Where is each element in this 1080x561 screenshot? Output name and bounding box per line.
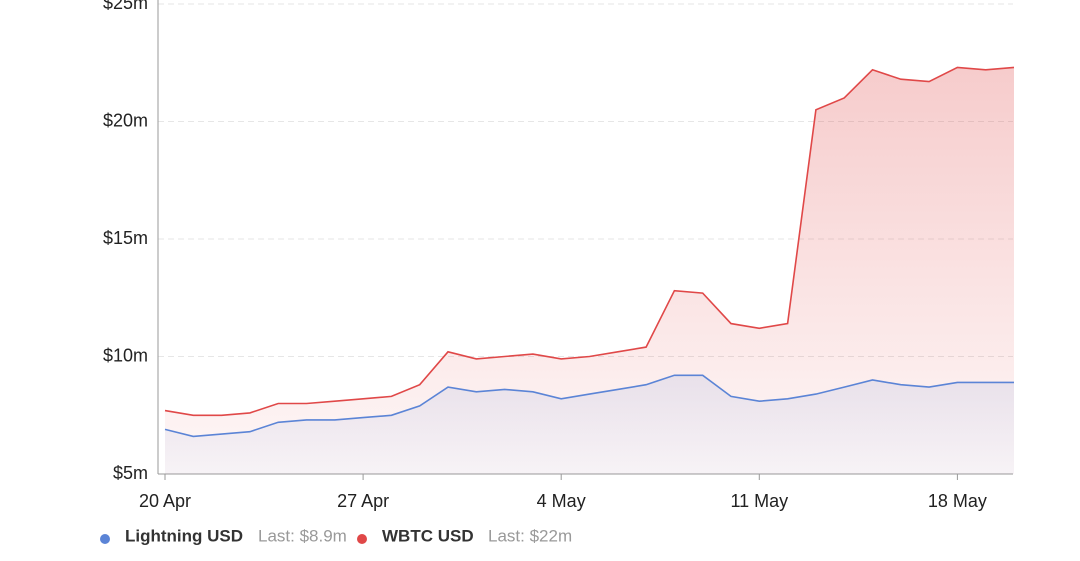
- legend-label: Lightning USD: [125, 526, 243, 545]
- x-tick-label: 20 Apr: [139, 491, 191, 511]
- y-tick-label: $20m: [103, 110, 148, 130]
- y-tick-label: $5m: [113, 463, 148, 483]
- legend-dot: [100, 534, 110, 544]
- legend-last: Last: $22m: [488, 526, 572, 545]
- legend-last: Last: $8.9m: [258, 526, 347, 545]
- y-tick-label: $25m: [103, 0, 148, 13]
- area-fill: [165, 375, 1014, 474]
- x-tick-label: 27 Apr: [337, 491, 389, 511]
- legend-dot: [357, 534, 367, 544]
- x-tick-label: 11 May: [730, 491, 788, 511]
- series-line: [164, 66, 1015, 417]
- y-tick-label: $10m: [103, 345, 148, 365]
- legend-label: WBTC USD: [382, 526, 474, 545]
- series-line: [164, 374, 1014, 438]
- y-tick-label: $15m: [103, 228, 148, 248]
- x-tick-label: 18 May: [928, 491, 987, 511]
- area-fill: [165, 67, 1014, 475]
- x-tick-label: 4 May: [537, 491, 586, 511]
